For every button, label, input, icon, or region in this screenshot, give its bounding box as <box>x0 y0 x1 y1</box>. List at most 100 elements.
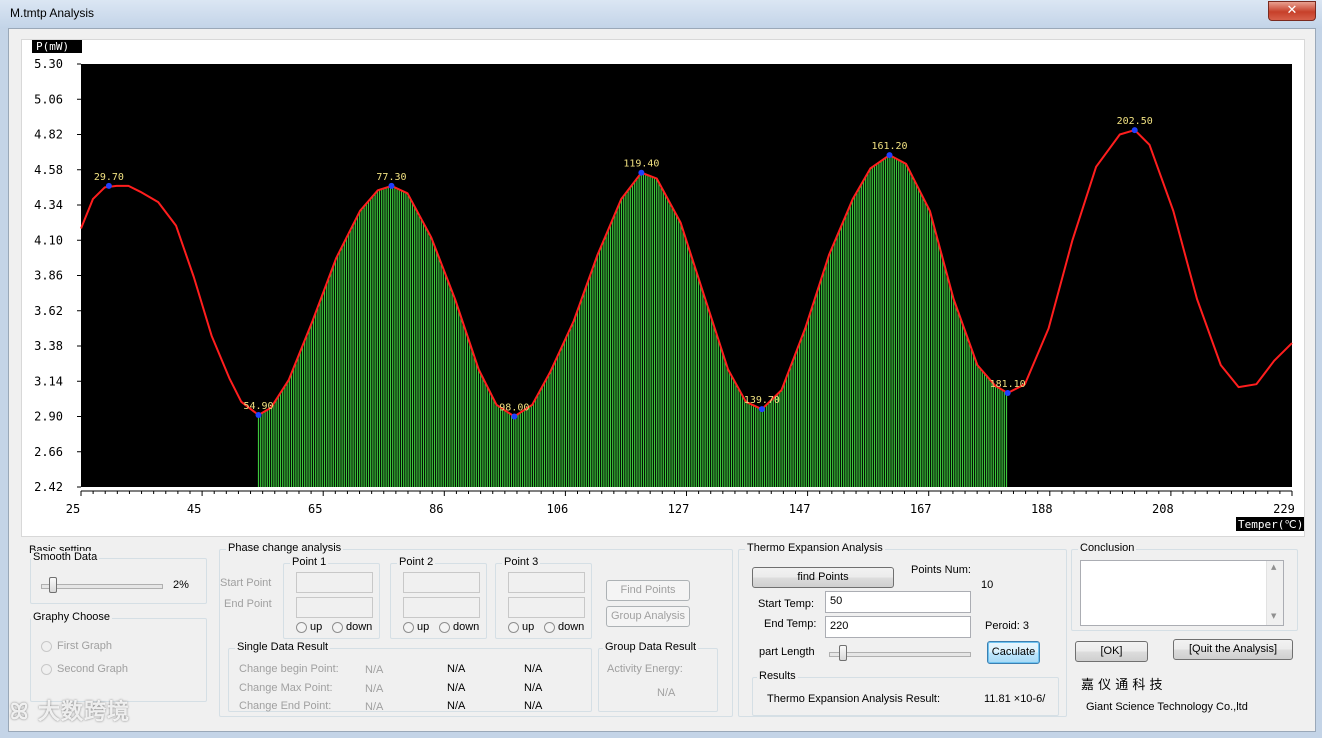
point1-label: Point 1 <box>290 556 329 568</box>
points-num-value: 10 <box>981 579 994 591</box>
point1-up-radio[interactable] <box>296 622 307 633</box>
change-begin-label: Change begin Point: <box>239 663 339 675</box>
peroid-label: Peroid: 3 <box>985 620 1030 632</box>
thermo-expansion-title: Thermo Expansion Analysis <box>745 542 885 554</box>
change-max-label: Change Max Point: <box>239 682 333 694</box>
end-temp-label: End Temp: <box>764 618 817 630</box>
peak-marker <box>1004 390 1011 396</box>
point2-group: Point 2 up down <box>390 556 487 639</box>
y-tick-label: 5.06 <box>34 92 63 106</box>
point3-up-radio[interactable] <box>508 622 519 633</box>
smooth-data-label: Smooth Data <box>31 551 100 563</box>
end-p3-value: N/A <box>524 700 543 712</box>
peak-marker <box>388 182 395 189</box>
conclusion-title: Conclusion <box>1078 542 1137 554</box>
scroll-down-icon[interactable]: ▼ <box>1271 612 1277 620</box>
begin-p2-value: N/A <box>447 663 466 675</box>
watermark-logo: ꕤ 大数跨境 <box>10 694 130 726</box>
point3-end-field[interactable] <box>508 597 585 618</box>
y-tick-label: 2.42 <box>34 480 63 494</box>
x-axis-title: Temper(℃) <box>1238 518 1303 531</box>
fill-region <box>257 155 1008 487</box>
point2-up-label: up <box>417 621 430 633</box>
part-length-slider-thumb[interactable] <box>839 645 847 661</box>
close-button[interactable]: ✕ <box>1268 1 1316 21</box>
point1-end-field[interactable] <box>296 597 373 618</box>
y-tick-label: 4.58 <box>34 163 63 177</box>
group-data-result-title: Group Data Result <box>603 641 699 653</box>
y-tick-label: 3.62 <box>34 304 63 318</box>
y-tick-label: 4.34 <box>34 198 63 212</box>
power-temperature-chart[interactable]: 29.70 54.90 77.30 98.00 119.40 139.70 161.20 18… <box>22 40 1304 536</box>
max-p3-value: N/A <box>524 682 543 694</box>
peak-marker <box>1131 127 1138 134</box>
peak-label: 181.10 <box>990 379 1026 390</box>
point1-start-field[interactable] <box>296 572 373 593</box>
x-axis-title-bg <box>1236 517 1304 531</box>
ok-button[interactable]: [OK] <box>1075 641 1148 662</box>
peak-marker <box>638 169 645 176</box>
group-analysis-button[interactable]: Group Analysis <box>606 606 690 627</box>
x-tick-label: 167 <box>910 502 932 516</box>
peak-label: 54.90 <box>243 401 273 412</box>
basic-setting-group: Basic setting Smooth Data 2% Graphy Choo… <box>21 544 213 715</box>
points-num-label: Points Num: <box>911 564 971 576</box>
point1-down-radio[interactable] <box>332 622 343 633</box>
point3-start-field[interactable] <box>508 572 585 593</box>
point2-down-radio[interactable] <box>439 622 450 633</box>
second-graph-radio[interactable] <box>41 664 52 675</box>
point2-end-field[interactable] <box>403 597 480 618</box>
start-temp-field[interactable]: 50 <box>825 591 971 613</box>
y-axis-title: P(mW) <box>36 40 69 53</box>
change-end-label: Change End Point: <box>239 700 332 712</box>
watermark-icon: ꕤ <box>10 700 38 725</box>
begin-p1-value: N/A <box>365 664 384 676</box>
single-data-result-group: Single Data Result Change begin Point: C… <box>228 641 592 713</box>
title-bar[interactable]: M.tmtp Analysis ✕ <box>0 0 1322 28</box>
end-temp-field[interactable]: 220 <box>825 616 971 638</box>
part-length-label: part Length <box>759 646 815 658</box>
y-tick-label: 4.10 <box>34 233 63 247</box>
part-length-slider-track[interactable] <box>829 652 971 657</box>
conclusion-scrollbar[interactable]: ▲ ▼ <box>1266 561 1283 625</box>
begin-p3-value: N/A <box>524 663 543 675</box>
results-title: Results <box>757 670 798 682</box>
conclusion-group: Conclusion ▲ ▼ <box>1071 542 1298 631</box>
start-point-label: Start Point <box>220 577 272 589</box>
smooth-slider-track[interactable] <box>41 584 163 589</box>
x-tick-label: 86 <box>429 502 443 516</box>
result-label: Thermo Expansion Analysis Result: <box>767 693 941 705</box>
peak-marker <box>511 413 518 420</box>
quit-analysis-button[interactable]: [Quit the Analysis] <box>1173 639 1293 660</box>
conclusion-textarea[interactable]: ▲ ▼ <box>1080 560 1284 626</box>
graphy-choose-group: Graphy Choose First Graph Second Graph <box>30 611 207 702</box>
caculate-button[interactable]: Caculate <box>987 641 1040 664</box>
point1-down-label: down <box>346 621 373 633</box>
point2-label: Point 2 <box>397 556 436 568</box>
max-p2-value: N/A <box>447 682 466 694</box>
thermo-find-points-button[interactable]: find Points <box>752 567 894 588</box>
group-data-result-group: Group Data Result Activity Energy: N/A <box>598 641 718 712</box>
first-graph-radio[interactable] <box>41 641 52 652</box>
y-tick-label: 5.30 <box>34 57 63 71</box>
point3-down-label: down <box>558 621 585 633</box>
smooth-value: 2% <box>173 579 189 591</box>
peak-marker <box>255 412 262 419</box>
end-p2-value: N/A <box>447 700 466 712</box>
scroll-up-icon[interactable]: ▲ <box>1271 563 1277 571</box>
phase-find-points-button[interactable]: Find Points <box>606 580 690 601</box>
watermark-text: 大数跨境 <box>37 700 130 725</box>
point2-up-radio[interactable] <box>403 622 414 633</box>
second-graph-label: Second Graph <box>57 663 128 675</box>
peak-marker <box>886 152 893 159</box>
max-p1-value: N/A <box>365 683 384 695</box>
point3-down-radio[interactable] <box>544 622 555 633</box>
activity-energy-label: Activity Energy: <box>607 663 683 675</box>
x-tick-label: 25 <box>66 502 80 516</box>
peak-marker <box>105 182 112 189</box>
y-tick-label: 3.38 <box>34 339 63 353</box>
y-tick-label: 3.86 <box>34 269 63 283</box>
point2-start-field[interactable] <box>403 572 480 593</box>
smooth-slider-thumb[interactable] <box>49 577 57 593</box>
x-tick-label: 127 <box>668 502 690 516</box>
